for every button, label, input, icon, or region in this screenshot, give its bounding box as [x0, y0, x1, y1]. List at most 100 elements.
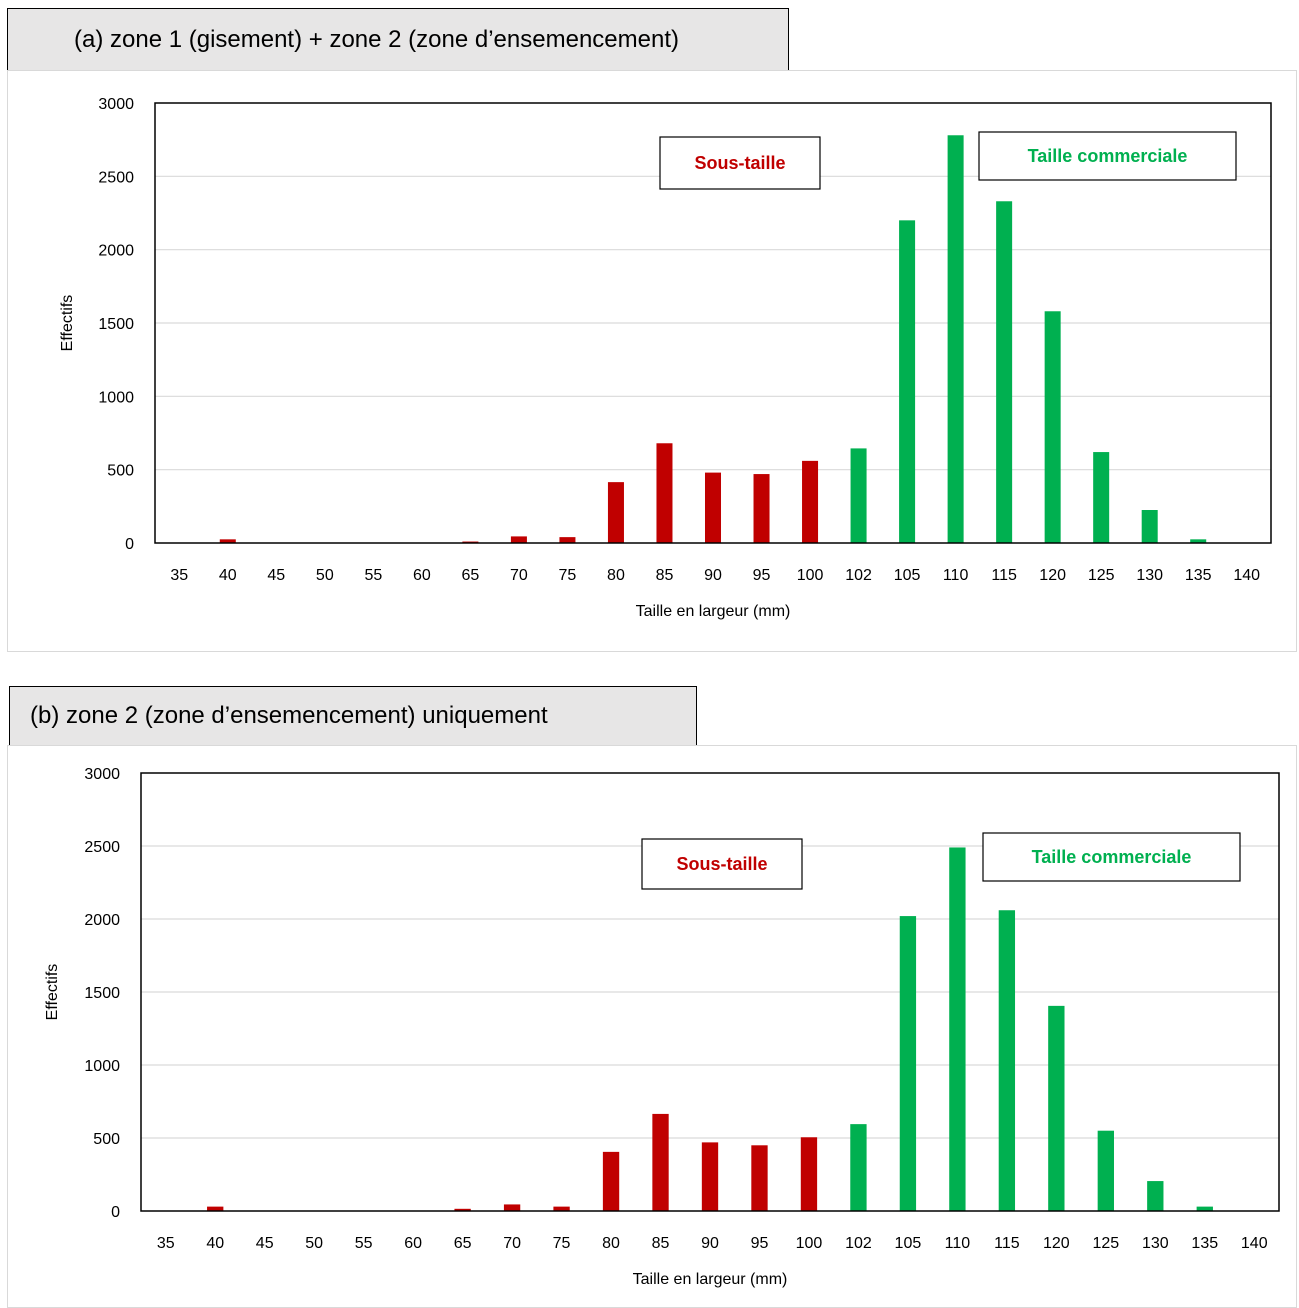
chart-a-xtick-label: 70	[510, 567, 528, 584]
chart-b-bar-135	[1196, 1206, 1213, 1211]
chart-a: 0 500 1000 1500 2000 2500 3000 35 40 45 50 55 60 65 70…	[59, 96, 1272, 620]
chart-b-xtick-label: 60	[404, 1235, 422, 1252]
chart-a-ytick-label: 3000	[98, 96, 134, 113]
chart-b-ytick-label: 3000	[84, 766, 120, 783]
chart-b-bar-100	[800, 1137, 818, 1211]
chart-b-xtick-label: 100	[796, 1235, 823, 1252]
chart-a-plot-area	[154, 102, 1272, 544]
chart-b-xtick-label: 75	[553, 1235, 571, 1252]
chart-b-xtick-label: 115	[994, 1235, 1020, 1252]
chart-a-xtick-label: 60	[413, 567, 431, 584]
chart-b-xtick-label: 45	[256, 1235, 274, 1252]
chart-b-ytick-label: 500	[93, 1131, 120, 1148]
chart-a-ytick-label: 1000	[98, 389, 134, 406]
chart-b-ytick-label: 1500	[84, 985, 120, 1002]
chart-b-undersize-annotation-box	[641, 838, 803, 890]
chart-a-xtick-label: 102	[845, 567, 872, 584]
chart-a-ytick-label: 2500	[98, 169, 134, 186]
chart-a-xtick-label: 105	[894, 567, 921, 584]
chart-a-xtick-label: 45	[267, 567, 285, 584]
chart-a-bar-90	[704, 472, 722, 543]
chart-b-xtick-label: 70	[503, 1235, 521, 1252]
chart-b-bar-105	[899, 916, 917, 1211]
chart-a-bar-115	[996, 201, 1013, 543]
chart-b-undersize-annotation: Sous-taille	[676, 854, 767, 874]
chart-b-y-axis-title: Effectifs	[44, 964, 61, 1021]
chart-a-bar-95	[753, 474, 770, 543]
chart-a-xtick-label: 95	[753, 567, 771, 584]
chart-b-bar-70	[503, 1204, 521, 1211]
chart-a-bar-80	[607, 482, 624, 543]
chart-a-y-axis-title: Effectifs	[59, 295, 76, 352]
chart-b-title: (b) zone 2 (zone d’ensemencement) unique…	[30, 702, 548, 729]
chart-b-bar-95	[751, 1145, 768, 1211]
chart-a-xtick-label: 90	[704, 567, 722, 584]
chart-a-xtick-label: 130	[1136, 567, 1163, 584]
chart-a-xtick-label: 140	[1233, 567, 1260, 584]
chart-a-title-box: (a) zone 1 (gisement) + zone 2 (zone d’e…	[7, 8, 789, 71]
chart-a-undersize-annotation-box	[659, 136, 821, 190]
chart-a-xtick-label: 125	[1088, 567, 1115, 584]
chart-a-bar-100	[802, 460, 819, 543]
chart-a-bar-105	[899, 220, 916, 544]
chart-a-ytick-label: 0	[125, 536, 134, 553]
chart-b-xtick-label: 120	[1043, 1235, 1070, 1252]
chart-a-xtick-label: 120	[1039, 567, 1066, 584]
chart-b-xtick-label: 55	[355, 1235, 373, 1252]
chart-b-xtick-label: 95	[751, 1235, 769, 1252]
chart-a-xtick-label: 35	[170, 567, 188, 584]
chart-b-xtick-label: 40	[206, 1235, 224, 1252]
chart-a-xtick-label: 100	[797, 567, 824, 584]
chart-b-bar-65	[454, 1208, 471, 1211]
chart-a-bar-120	[1044, 311, 1061, 543]
chart-b-ytick-label: 1000	[84, 1058, 120, 1075]
chart-a-undersize-annotation: Sous-taille	[694, 153, 785, 173]
chart-b-ytick-label: 2000	[84, 912, 120, 929]
chart-b-xtick-label: 65	[454, 1235, 472, 1252]
chart-b-bar-120	[1048, 1005, 1065, 1211]
chart-b-xtick-label: 140	[1241, 1235, 1268, 1252]
chart-a-bar-102	[850, 448, 867, 543]
chart-b-bar-125	[1097, 1130, 1114, 1211]
chart-b-ytick-label: 0	[111, 1204, 120, 1221]
chart-a-ytick-label: 1500	[98, 316, 134, 333]
chart-a-bar-70	[510, 536, 527, 543]
chart-a-title: (a) zone 1 (gisement) + zone 2 (zone d’e…	[74, 25, 679, 53]
chart-a-xtick-label: 40	[219, 567, 237, 584]
chart-b-ytick-label: 2500	[84, 839, 120, 856]
chart-b-bar-90	[701, 1142, 719, 1211]
chart-b-bar-115	[998, 910, 1016, 1211]
chart-a-xtick-label: 50	[316, 567, 334, 584]
chart-a-bar-110	[947, 135, 964, 543]
chart-a-commercial-annotation-box	[978, 131, 1237, 181]
chart-b-bar-102	[850, 1124, 867, 1211]
chart-b-bar-40	[207, 1206, 224, 1211]
chart-b-xtick-label: 135	[1191, 1235, 1218, 1252]
chart-a-ytick-label: 500	[107, 463, 134, 480]
chart-b-xtick-label: 102	[845, 1235, 872, 1252]
chart-b-xtick-label: 50	[305, 1235, 323, 1252]
chart-b-xtick-label: 85	[652, 1235, 670, 1252]
chart-b-bar-85	[652, 1113, 669, 1211]
chart-b-xtick-label: 105	[895, 1235, 922, 1252]
chart-a-xtick-label: 115	[991, 567, 1017, 584]
chart-a-xtick-label: 65	[461, 567, 479, 584]
chart-b-commercial-annotation: Taille commerciale	[1032, 847, 1192, 867]
chart-a-commercial-annotation: Taille commerciale	[1028, 146, 1188, 166]
chart-b-x-axis-title: Taille en largeur (mm)	[633, 1271, 788, 1288]
chart-b-xtick-label: 130	[1142, 1235, 1169, 1252]
chart-a-bar-85	[656, 443, 673, 543]
chart-b-bar-80	[602, 1151, 620, 1211]
chart-a-bar-75	[559, 537, 576, 543]
chart-a-xtick-label: 110	[943, 567, 969, 584]
chart-b-xtick-label: 125	[1092, 1235, 1119, 1252]
chart-a-xtick-label: 85	[656, 567, 674, 584]
chart-a-xtick-label: 80	[607, 567, 625, 584]
chart-b-xtick-label: 90	[701, 1235, 719, 1252]
chart-b-title-box: (b) zone 2 (zone d’ensemencement) unique…	[9, 686, 697, 746]
chart-b-bar-75	[553, 1206, 570, 1211]
chart-a-bar-135	[1190, 539, 1207, 543]
chart-a-bar-40	[219, 539, 236, 543]
chart-b-plot-area	[140, 772, 1280, 1212]
chart-a-xtick-label: 55	[364, 567, 382, 584]
